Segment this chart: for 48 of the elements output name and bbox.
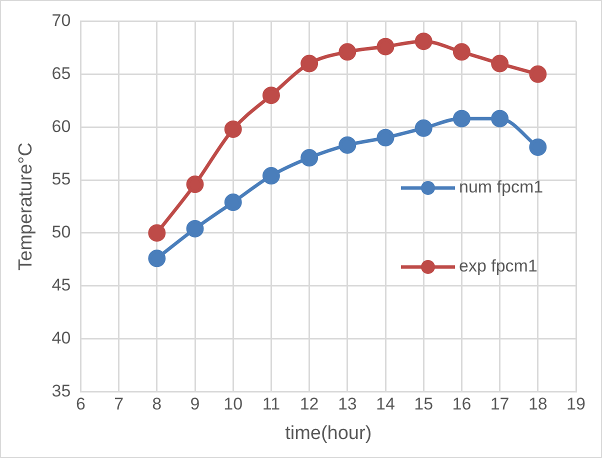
x-tick-label: 9 xyxy=(190,394,200,414)
point xyxy=(338,43,356,61)
legend-label: num fpcm1 xyxy=(459,178,544,197)
x-tick-label: 6 xyxy=(76,394,86,414)
x-tick-label: 16 xyxy=(452,394,472,414)
legend-label: exp fpcm1 xyxy=(459,256,538,276)
point xyxy=(376,128,394,146)
y-tick-label: 70 xyxy=(52,10,71,30)
point xyxy=(491,54,509,72)
point xyxy=(262,86,280,104)
y-tick-label: 35 xyxy=(52,381,71,400)
x-tick-label: 19 xyxy=(566,394,586,414)
point xyxy=(491,110,509,128)
point xyxy=(186,220,204,238)
point xyxy=(376,38,394,56)
point xyxy=(452,43,470,61)
point xyxy=(452,110,470,128)
y-tick-label: 45 xyxy=(52,276,71,295)
x-tick-label: 13 xyxy=(338,394,357,414)
x-tick-label: 12 xyxy=(300,394,319,414)
point xyxy=(414,119,432,137)
point xyxy=(338,136,356,154)
y-tick-label: 55 xyxy=(52,170,71,189)
point xyxy=(224,194,242,212)
point xyxy=(262,167,280,185)
x-axis-title: time(hour) xyxy=(285,422,372,444)
y-tick-label: 40 xyxy=(52,328,71,348)
point xyxy=(148,224,166,242)
y-tick-label: 60 xyxy=(52,116,71,136)
point xyxy=(224,120,242,138)
x-tick-label: 7 xyxy=(114,394,124,414)
point xyxy=(529,65,547,83)
x-tick-label: 15 xyxy=(414,394,434,414)
x-tick-label: 18 xyxy=(528,394,548,414)
x-tick-label: 10 xyxy=(224,394,243,414)
point xyxy=(300,149,318,167)
point xyxy=(414,32,432,50)
x-tick-label: 14 xyxy=(376,394,395,414)
point xyxy=(148,250,166,268)
y-axis-title: Temperature°C xyxy=(16,142,37,270)
point xyxy=(300,54,318,72)
y-tick-label: 65 xyxy=(52,64,71,83)
y-tick-label: 50 xyxy=(52,222,71,242)
x-tick-label: 17 xyxy=(490,394,510,414)
point xyxy=(186,176,204,194)
x-tick-label: 8 xyxy=(152,394,162,414)
x-tick-label: 11 xyxy=(262,394,280,414)
point xyxy=(529,138,547,156)
